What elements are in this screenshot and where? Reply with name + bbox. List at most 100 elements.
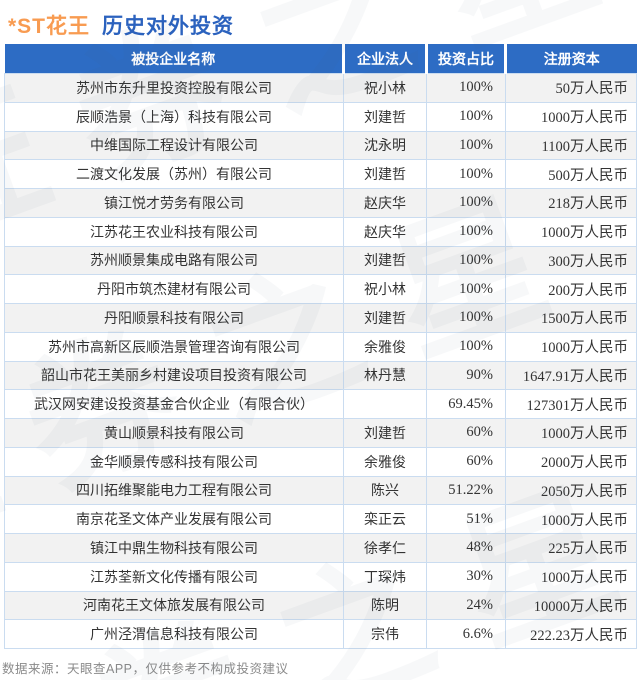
capital-cell: 222.23万人民币 [505,619,637,649]
ratio-cell: 60% [426,418,506,448]
legal-person-cell: 徐孝仁 [343,533,427,563]
table-row: 苏州顺景集成电路有限公司 刘建哲 100% 300万人民币 [4,245,637,276]
ratio-cell: 30% [426,561,506,592]
legal-person-cell: 丁琛炜 [343,561,427,592]
company-name-cell: 二渡文化发展（苏州）有限公司 [4,159,344,189]
table-row: 苏州市高新区辰顺浩景管理咨询有限公司 余雅俊 100% 1000万人民币 [4,331,637,362]
investments-table: 被投企业名称 企业法人 投资占比 注册资本 苏州市东升里投资控股有限公司 祝小林 1… [4,44,637,649]
company-name-cell: 江苏荃新文化传播有限公司 [4,561,344,592]
ratio-cell: 24% [426,590,506,621]
company-name-cell: 韶山市花王美丽乡村建设项目投资有限公司 [4,360,344,391]
capital-cell: 1000万人民币 [505,101,637,132]
ratio-cell: 100% [426,73,506,103]
company-name-cell: 广州泾渭信息科技有限公司 [4,619,344,649]
ratio-cell: 51% [426,504,506,534]
company-name-cell: 丹阳市筑杰建材有限公司 [4,274,344,304]
company-name-cell: 苏州顺景集成电路有限公司 [4,245,344,276]
company-name-cell: 武汉网安建设投资基金合伙企业（有限合伙） [4,389,344,419]
ratio-cell: 100% [426,216,506,247]
ratio-cell: 90% [426,360,506,391]
legal-person-cell: 余雅俊 [343,331,427,362]
company-name-cell: 黄山顺景科技有限公司 [4,418,344,448]
table-row: 广州泾渭信息科技有限公司 宗伟 6.6% 222.23万人民币 [4,619,637,649]
table-row: 苏州市东升里投资控股有限公司 祝小林 100% 50万人民币 [4,73,637,103]
ratio-cell: 100% [426,245,506,276]
legal-person-cell: 刘建哲 [343,303,427,333]
legal-person-cell: 赵庆华 [343,216,427,247]
table-row: 南京花圣文体产业发展有限公司 栾正云 51% 1000万人民币 [4,504,637,534]
capital-cell: 2050万人民币 [505,475,637,506]
ratio-cell: 100% [426,303,506,333]
header-legal-person: 企业法人 [342,44,427,74]
legal-person-cell: 陈兴 [343,475,427,506]
capital-cell: 1000万人民币 [505,216,637,247]
ratio-cell: 100% [426,274,506,304]
table-row: 武汉网安建设投资基金合伙企业（有限合伙） 69.45% 127301万人民币 [4,389,637,419]
table-row: 辰顺浩景（上海）科技有限公司 刘建哲 100% 1000万人民币 [4,101,637,132]
table-row: 二渡文化发展（苏州）有限公司 刘建哲 100% 500万人民币 [4,159,637,189]
legal-person-cell: 宗伟 [343,619,427,649]
table-body: 苏州市东升里投资控股有限公司 祝小林 100% 50万人民币 辰顺浩景（上海）科技有限公… [4,73,637,649]
legal-person-cell: 余雅俊 [343,446,427,477]
table-row: 韶山市花王美丽乡村建设项目投资有限公司 林丹慧 90% 1647.91万人民币 [4,360,637,391]
capital-cell: 200万人民币 [505,274,637,304]
legal-person-cell: 赵庆华 [343,188,427,218]
table-row: 中维国际工程设计有限公司 沈永明 100% 1100万人民币 [4,130,637,161]
ratio-cell: 100% [426,331,506,362]
ratio-cell: 51.22% [426,475,506,506]
ratio-cell: 48% [426,533,506,563]
capital-cell: 10000万人民币 [505,590,637,621]
legal-person-cell: 栾正云 [343,504,427,534]
company-name-cell: 中维国际工程设计有限公司 [4,130,344,161]
legal-person-cell: 祝小林 [343,274,427,304]
ratio-cell: 6.6% [426,619,506,649]
table-row: 江苏荃新文化传播有限公司 丁琛炜 30% 1000万人民币 [4,561,637,592]
capital-cell: 1500万人民币 [505,303,637,333]
capital-cell: 500万人民币 [505,159,637,189]
data-source-note: 数据来源：天眼查APP，仅供参考不构成投资建议 [2,662,289,676]
capital-cell: 1100万人民币 [505,130,637,161]
company-name-cell: 江苏花王农业科技有限公司 [4,216,344,247]
table-row: 丹阳顺景科技有限公司 刘建哲 100% 1500万人民币 [4,303,637,333]
company-name-cell: 镇江中鼎生物科技有限公司 [4,533,344,563]
header-company-name: 被投企业名称 [4,44,344,74]
capital-cell: 225万人民币 [505,533,637,563]
ratio-cell: 60% [426,446,506,477]
capital-cell: 1647.91万人民币 [505,360,637,391]
stock-code-label: *ST花王 [8,15,91,38]
page-title: *ST花王 历史对外投资 [0,0,640,43]
company-name-cell: 苏州市东升里投资控股有限公司 [4,73,344,103]
company-name-cell: 辰顺浩景（上海）科技有限公司 [4,101,344,132]
header-registered-capital: 注册资本 [504,44,637,74]
legal-person-cell: 刘建哲 [343,101,427,132]
capital-cell: 1000万人民币 [505,561,637,592]
company-name-cell: 镇江悦才劳务有限公司 [4,188,344,218]
legal-person-cell: 祝小林 [343,73,427,103]
company-name-cell: 苏州市高新区辰顺浩景管理咨询有限公司 [4,331,344,362]
table-row: 金华顺景传感科技有限公司 余雅俊 60% 2000万人民币 [4,446,637,477]
legal-person-cell [343,389,427,419]
ratio-cell: 100% [426,130,506,161]
ratio-cell: 100% [426,159,506,189]
legal-person-cell: 林丹慧 [343,360,427,391]
company-name-cell: 河南花王文体旅发展有限公司 [4,590,344,621]
table-row: 丹阳市筑杰建材有限公司 祝小林 100% 200万人民币 [4,274,637,304]
legal-person-cell: 沈永明 [343,130,427,161]
legal-person-cell: 陈明 [343,590,427,621]
legal-person-cell: 刘建哲 [343,245,427,276]
table-row: 江苏花王农业科技有限公司 赵庆华 100% 1000万人民币 [4,216,637,247]
table-row: 河南花王文体旅发展有限公司 陈明 24% 10000万人民币 [4,590,637,621]
table-row: 四川拓维聚能电力工程有限公司 陈兴 51.22% 2050万人民币 [4,475,637,506]
ratio-cell: 100% [426,188,506,218]
table-row: 镇江悦才劳务有限公司 赵庆华 100% 218万人民币 [4,188,637,218]
company-name-cell: 四川拓维聚能电力工程有限公司 [4,475,344,506]
capital-cell: 1000万人民币 [505,418,637,448]
capital-cell: 127301万人民币 [505,389,637,419]
company-name-cell: 金华顺景传感科技有限公司 [4,446,344,477]
table-row: 黄山顺景科技有限公司 刘建哲 60% 1000万人民币 [4,418,637,448]
ratio-cell: 100% [426,101,506,132]
capital-cell: 218万人民币 [505,188,637,218]
company-name-cell: 南京花圣文体产业发展有限公司 [4,504,344,534]
capital-cell: 2000万人民币 [505,446,637,477]
company-name-cell: 丹阳顺景科技有限公司 [4,303,344,333]
